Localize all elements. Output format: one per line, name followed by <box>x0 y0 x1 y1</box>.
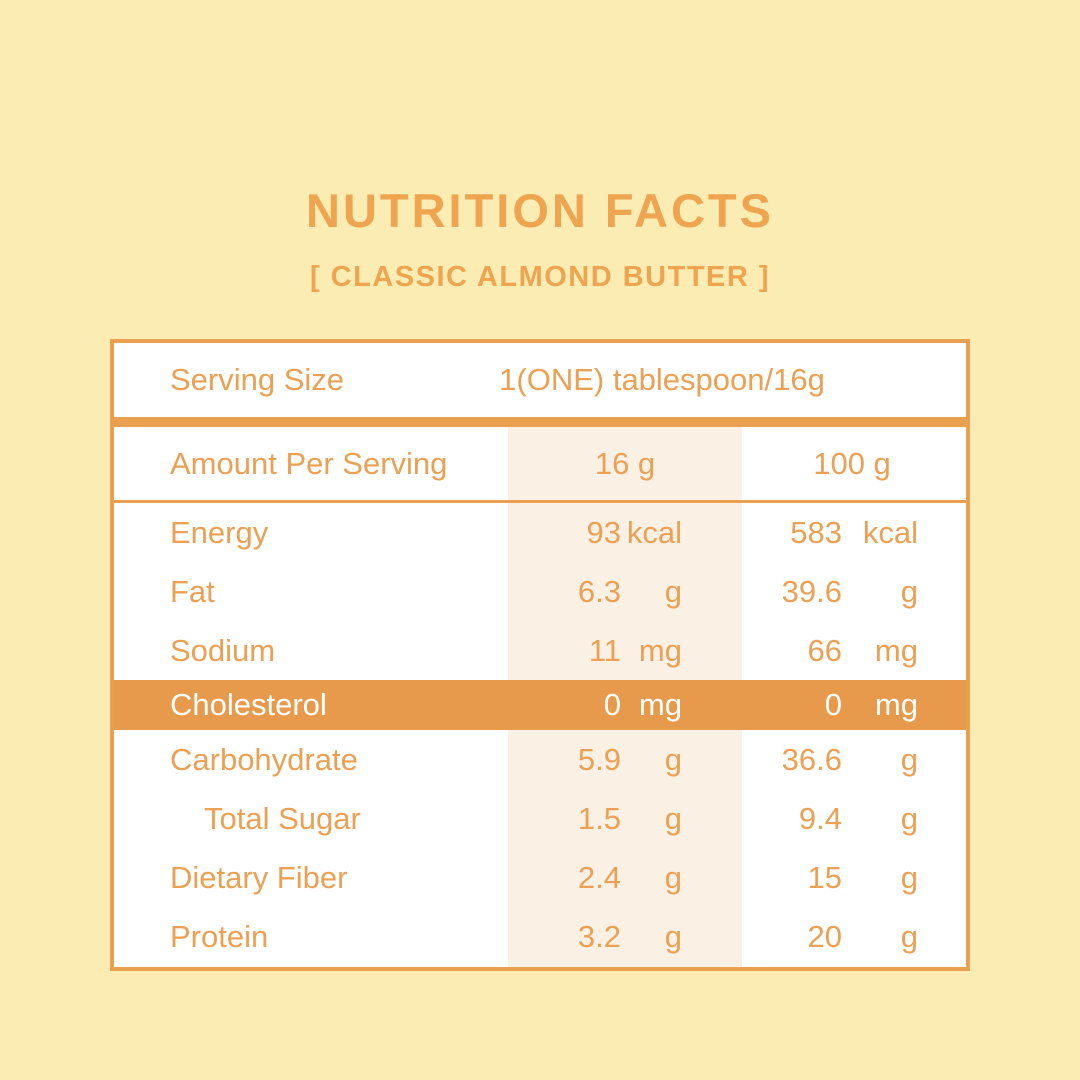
unit-per-100g: g <box>900 573 918 609</box>
nutrient-row: Protein 3.2 g 20 g <box>114 907 966 966</box>
nutrient-label: Dietary Fiber <box>170 859 348 895</box>
value-per-100g: 36.6 <box>781 741 842 777</box>
nutrient-rows: Energy 93 kcal 583 kcal Fat 6.3 g 39.6 g… <box>114 503 966 966</box>
value-per-serving: 0 <box>603 687 621 722</box>
value-per-serving: 5.9 <box>577 741 621 777</box>
nutrient-label: Cholesterol <box>170 687 327 722</box>
nutrient-row: Dietary Fiber 2.4 g 15 g <box>114 848 966 907</box>
value-per-serving: 2.4 <box>577 859 621 895</box>
value-per-serving: 11 <box>588 632 621 668</box>
unit-per-100g: kcal <box>862 514 918 550</box>
unit-per-100g: g <box>900 741 918 777</box>
nutrient-label: Carbohydrate <box>170 741 358 777</box>
value-per-serving: 3.2 <box>577 918 621 954</box>
value-per-serving: 1.5 <box>577 800 621 836</box>
nutrition-table: Serving Size 1(ONE) tablespoon/16g Amoun… <box>110 339 970 971</box>
unit-per-serving: g <box>664 741 682 777</box>
nutrient-label: Protein <box>170 918 269 954</box>
unit-per-serving: g <box>664 859 682 895</box>
serving-size-label: Serving Size <box>170 362 345 397</box>
column-header-100g: 100 g <box>813 445 891 481</box>
serving-size-value: 1(ONE) tablespoon/16g <box>499 362 825 397</box>
unit-per-100g: mg <box>874 687 918 722</box>
unit-per-serving: g <box>664 918 682 954</box>
unit-per-100g: g <box>900 918 918 954</box>
nutrient-label: Total Sugar <box>204 800 361 836</box>
unit-per-100g: mg <box>874 632 918 668</box>
value-per-100g: 9.4 <box>798 800 842 836</box>
value-per-serving: 93 <box>586 514 621 550</box>
column-header-row: Amount Per Serving 16 g 100 g <box>114 427 966 503</box>
value-per-100g: 15 <box>807 859 842 895</box>
page-subtitle: [ CLASSIC ALMOND BUTTER ] <box>309 261 771 293</box>
value-per-serving: 6.3 <box>577 573 621 609</box>
nutrient-row: Energy 93 kcal 583 kcal <box>114 503 966 562</box>
value-per-100g: 583 <box>790 514 842 550</box>
nutrient-row: Cholesterol 0 mg 0 mg <box>114 680 966 730</box>
unit-per-100g: g <box>900 800 918 836</box>
amount-per-serving-label: Amount Per Serving <box>170 445 448 481</box>
unit-per-serving: g <box>664 800 682 836</box>
nutrient-label: Sodium <box>170 632 276 668</box>
serving-size-row: Serving Size 1(ONE) tablespoon/16g <box>114 343 966 417</box>
unit-per-serving: mg <box>638 687 682 722</box>
nutrient-label: Energy <box>170 514 269 550</box>
nutrient-row: Total Sugar 1.5 g 9.4 g <box>114 789 966 848</box>
value-per-100g: 0 <box>824 687 842 722</box>
page-title: NUTRITION FACTS <box>306 184 774 237</box>
section-divider <box>114 417 966 427</box>
unit-per-serving: mg <box>638 632 682 668</box>
unit-per-serving: kcal <box>626 514 682 550</box>
value-per-100g: 20 <box>807 918 842 954</box>
unit-per-serving: g <box>664 573 682 609</box>
nutrient-row: Sodium 11 mg 66 mg <box>114 621 966 680</box>
value-per-100g: 39.6 <box>781 573 842 609</box>
unit-per-100g: g <box>900 859 918 895</box>
nutrient-label: Fat <box>170 573 215 609</box>
value-per-100g: 66 <box>807 632 842 668</box>
column-header-16g: 16 g <box>594 445 656 481</box>
nutrient-row: Carbohydrate 5.9 g 36.6 g <box>114 730 966 789</box>
nutrient-row: Fat 6.3 g 39.6 g <box>114 562 966 621</box>
